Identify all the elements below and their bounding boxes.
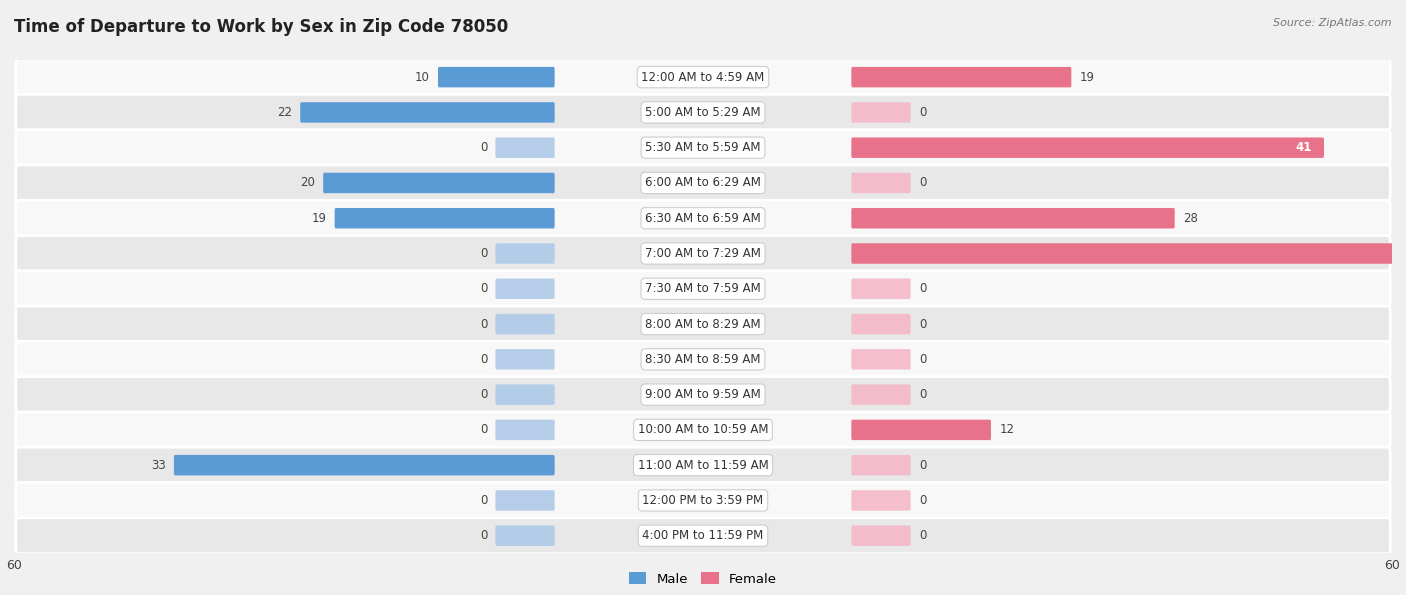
Text: 5:30 AM to 5:59 AM: 5:30 AM to 5:59 AM xyxy=(645,141,761,154)
Text: Source: ZipAtlas.com: Source: ZipAtlas.com xyxy=(1274,18,1392,28)
Text: 4:00 PM to 11:59 PM: 4:00 PM to 11:59 PM xyxy=(643,529,763,542)
Text: 9:00 AM to 9:59 AM: 9:00 AM to 9:59 AM xyxy=(645,388,761,401)
Text: 0: 0 xyxy=(920,353,927,366)
FancyBboxPatch shape xyxy=(495,525,554,546)
Text: 33: 33 xyxy=(150,459,166,472)
Text: 5:00 AM to 5:29 AM: 5:00 AM to 5:29 AM xyxy=(645,106,761,119)
FancyBboxPatch shape xyxy=(15,201,1391,236)
FancyBboxPatch shape xyxy=(15,306,1391,342)
Text: 0: 0 xyxy=(920,529,927,542)
FancyBboxPatch shape xyxy=(852,384,911,405)
Text: 7:00 AM to 7:29 AM: 7:00 AM to 7:29 AM xyxy=(645,247,761,260)
Text: 41: 41 xyxy=(1295,141,1312,154)
Text: Time of Departure to Work by Sex in Zip Code 78050: Time of Departure to Work by Sex in Zip … xyxy=(14,18,509,36)
FancyBboxPatch shape xyxy=(15,377,1391,412)
Text: 0: 0 xyxy=(920,388,927,401)
Text: 0: 0 xyxy=(479,529,486,542)
FancyBboxPatch shape xyxy=(15,130,1391,165)
Text: 0: 0 xyxy=(479,388,486,401)
FancyBboxPatch shape xyxy=(495,314,554,334)
Text: 0: 0 xyxy=(479,282,486,295)
Text: 0: 0 xyxy=(920,282,927,295)
Text: 0: 0 xyxy=(920,318,927,331)
FancyBboxPatch shape xyxy=(15,412,1391,448)
FancyBboxPatch shape xyxy=(495,243,554,264)
Text: 0: 0 xyxy=(479,318,486,331)
FancyBboxPatch shape xyxy=(495,137,554,158)
FancyBboxPatch shape xyxy=(15,271,1391,307)
FancyBboxPatch shape xyxy=(174,455,554,475)
Text: 0: 0 xyxy=(479,353,486,366)
Text: 6:00 AM to 6:29 AM: 6:00 AM to 6:29 AM xyxy=(645,177,761,189)
FancyBboxPatch shape xyxy=(15,165,1391,201)
Text: 6:30 AM to 6:59 AM: 6:30 AM to 6:59 AM xyxy=(645,212,761,225)
FancyBboxPatch shape xyxy=(852,67,1071,87)
FancyBboxPatch shape xyxy=(852,208,1174,228)
Text: 0: 0 xyxy=(479,247,486,260)
Text: 28: 28 xyxy=(1182,212,1198,225)
FancyBboxPatch shape xyxy=(852,490,911,511)
FancyBboxPatch shape xyxy=(15,447,1391,483)
FancyBboxPatch shape xyxy=(852,278,911,299)
FancyBboxPatch shape xyxy=(852,243,1406,264)
Text: 11:00 AM to 11:59 AM: 11:00 AM to 11:59 AM xyxy=(638,459,768,472)
FancyBboxPatch shape xyxy=(852,314,911,334)
Legend: Male, Female: Male, Female xyxy=(624,567,782,591)
Text: 12:00 AM to 4:59 AM: 12:00 AM to 4:59 AM xyxy=(641,71,765,84)
Text: 10:00 AM to 10:59 AM: 10:00 AM to 10:59 AM xyxy=(638,424,768,436)
Text: 19: 19 xyxy=(1080,71,1095,84)
FancyBboxPatch shape xyxy=(15,59,1391,95)
Text: 7:30 AM to 7:59 AM: 7:30 AM to 7:59 AM xyxy=(645,282,761,295)
FancyBboxPatch shape xyxy=(495,278,554,299)
Text: 8:30 AM to 8:59 AM: 8:30 AM to 8:59 AM xyxy=(645,353,761,366)
Text: 0: 0 xyxy=(920,494,927,507)
FancyBboxPatch shape xyxy=(852,525,911,546)
FancyBboxPatch shape xyxy=(852,173,911,193)
FancyBboxPatch shape xyxy=(323,173,554,193)
FancyBboxPatch shape xyxy=(15,236,1391,271)
FancyBboxPatch shape xyxy=(301,102,554,123)
Text: 22: 22 xyxy=(277,106,292,119)
FancyBboxPatch shape xyxy=(495,490,554,511)
FancyBboxPatch shape xyxy=(852,137,1324,158)
Text: 0: 0 xyxy=(920,106,927,119)
Text: 0: 0 xyxy=(920,177,927,189)
FancyBboxPatch shape xyxy=(495,349,554,369)
Text: 0: 0 xyxy=(479,494,486,507)
FancyBboxPatch shape xyxy=(15,95,1391,130)
FancyBboxPatch shape xyxy=(495,419,554,440)
FancyBboxPatch shape xyxy=(852,349,911,369)
Text: 0: 0 xyxy=(479,424,486,436)
Text: 10: 10 xyxy=(415,71,430,84)
FancyBboxPatch shape xyxy=(495,384,554,405)
FancyBboxPatch shape xyxy=(335,208,554,228)
FancyBboxPatch shape xyxy=(852,455,911,475)
Text: 12: 12 xyxy=(1000,424,1014,436)
FancyBboxPatch shape xyxy=(439,67,554,87)
FancyBboxPatch shape xyxy=(852,419,991,440)
FancyBboxPatch shape xyxy=(15,342,1391,377)
FancyBboxPatch shape xyxy=(15,518,1391,554)
Text: 0: 0 xyxy=(920,459,927,472)
Text: 0: 0 xyxy=(479,141,486,154)
FancyBboxPatch shape xyxy=(15,483,1391,518)
FancyBboxPatch shape xyxy=(852,102,911,123)
Text: 20: 20 xyxy=(299,177,315,189)
Text: 8:00 AM to 8:29 AM: 8:00 AM to 8:29 AM xyxy=(645,318,761,331)
Text: 19: 19 xyxy=(311,212,326,225)
Text: 12:00 PM to 3:59 PM: 12:00 PM to 3:59 PM xyxy=(643,494,763,507)
